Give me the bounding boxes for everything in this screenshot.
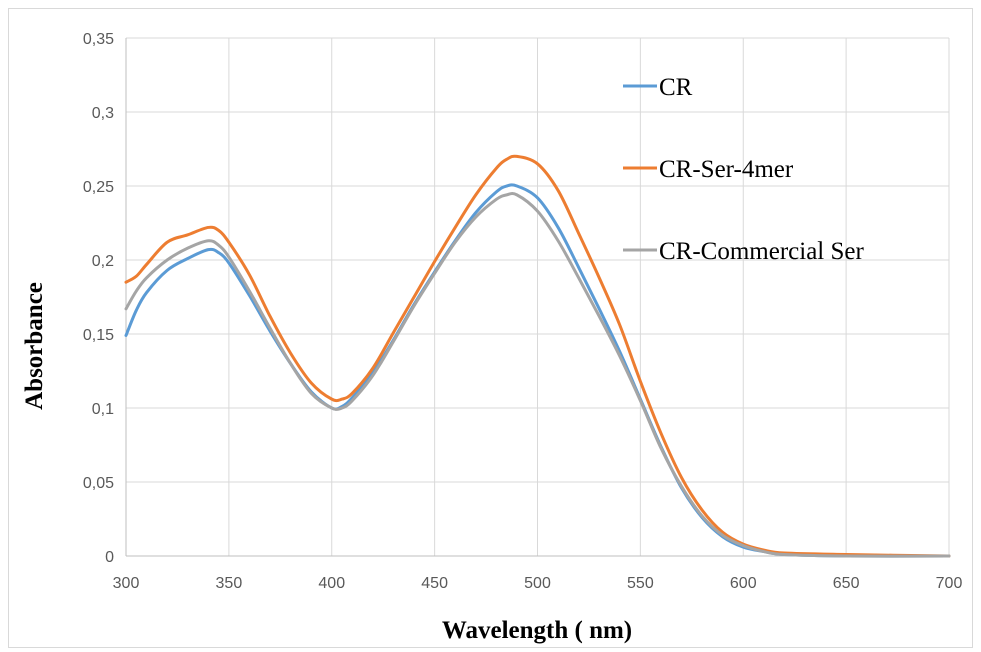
tick-labels: 0 0,05 0,1 0,15 0,2 0,25 0,3 0,35 300 350 400 450 50… [83,31,963,592]
y-tick-label: 0,35 [83,31,114,48]
y-tick-label: 0,15 [83,327,114,344]
y-tick-label: 0,05 [83,475,114,492]
x-tick-label: 550 [627,575,654,592]
x-tick-label: 500 [524,575,551,592]
y-tick-label: 0 [105,549,114,566]
x-tick-label: 650 [833,575,860,592]
x-axis-title: Wavelength ( nm) [442,617,632,644]
chart-frame [8,8,973,648]
legend: CR CR-Ser-4mer CR-Commercial Ser [623,74,864,265]
x-tick-label: 300 [113,575,140,592]
x-tick-label: 400 [318,575,345,592]
y-tick-label: 0,3 [92,105,114,122]
x-tick-label: 450 [421,575,448,592]
y-axis-title: Absorbance [21,282,48,410]
legend-label-cr: CR [659,74,693,101]
y-tick-label: 0,25 [83,179,114,196]
grid-lines [126,37,950,556]
y-tick-label: 0,1 [92,401,114,418]
series-line-cr-ser-4mer [124,154,951,558]
legend-label-cr-ser-4mer: CR-Ser-4mer [659,156,794,183]
data-series [124,154,951,558]
series-line-cr-commercial-ser [124,191,951,558]
legend-label-cr-commercial-ser: CR-Commercial Ser [659,238,864,265]
x-tick-label: 700 [936,575,963,592]
x-tick-label: 600 [730,575,757,592]
y-tick-label: 0,2 [92,253,114,270]
x-tick-label: 350 [216,575,243,592]
